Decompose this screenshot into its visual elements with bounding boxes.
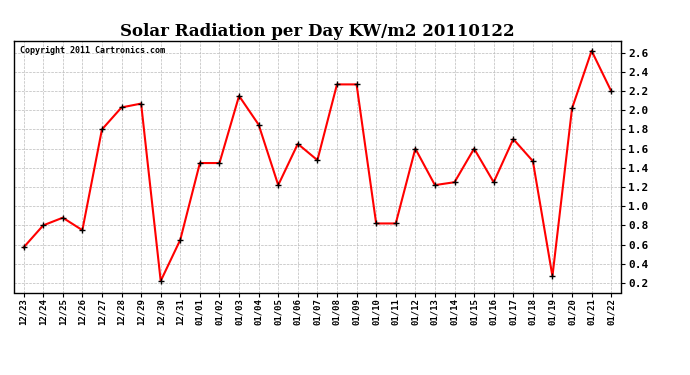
Title: Solar Radiation per Day KW/m2 20110122: Solar Radiation per Day KW/m2 20110122 <box>120 23 515 40</box>
Text: Copyright 2011 Cartronics.com: Copyright 2011 Cartronics.com <box>20 46 165 55</box>
